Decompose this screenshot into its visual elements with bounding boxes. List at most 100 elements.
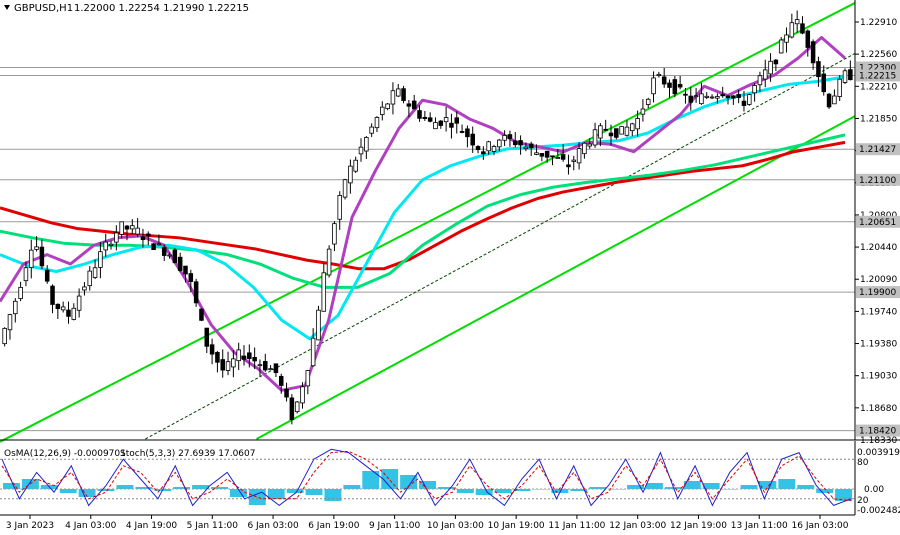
candle-body: [592, 129, 598, 146]
osma-bar: [778, 479, 796, 489]
candle-body: [523, 146, 529, 150]
candle-body: [757, 75, 763, 86]
time-tick-label: 6 Jan 19:00: [308, 521, 360, 531]
candle-body: [720, 94, 725, 97]
candle-body: [263, 361, 268, 371]
osma-bar: [797, 485, 815, 489]
price-tick-label: 1.20090: [860, 275, 897, 285]
time-tick-label: 10 Jan 19:00: [488, 521, 545, 531]
candle-body: [34, 246, 39, 250]
candle-body: [300, 386, 305, 404]
stoch-signal-line: [1, 450, 852, 502]
candle-body: [114, 232, 119, 243]
osma-bar: [645, 483, 663, 489]
price-tick-label: 1.19740: [860, 307, 897, 317]
candle-body: [225, 361, 231, 371]
candle-body: [768, 60, 773, 75]
level-tag-bg: [856, 173, 900, 186]
osma-bar: [721, 489, 739, 490]
moving-average-line: [0, 75, 846, 341]
candle-body: [481, 151, 486, 155]
osma-bar: [324, 489, 342, 501]
time-tick-label: 9 Jan 11:00: [369, 521, 421, 531]
level-tag-label: 1.20651: [859, 218, 896, 228]
candle-body: [119, 221, 124, 235]
time-tick-label: 13 Jan 11:00: [731, 521, 788, 531]
candle-body: [762, 69, 768, 80]
candle-body: [699, 93, 704, 105]
candle-body: [411, 100, 417, 110]
candle-body: [380, 106, 385, 115]
candle-body: [39, 246, 45, 267]
candle-body: [832, 95, 837, 105]
trend-channel[interactable]: [0, 2, 856, 443]
price-tick-label: 1.22560: [860, 50, 897, 60]
candle-body: [560, 154, 566, 160]
candle-body: [140, 236, 146, 241]
candle-body: [778, 39, 784, 54]
candle-body: [837, 78, 842, 97]
candle-body: [465, 128, 470, 138]
osma-min-label: -0.002482: [857, 506, 900, 516]
candle-body: [800, 23, 805, 34]
candle-body: [151, 243, 156, 251]
candlesticks[interactable]: [2, 10, 853, 425]
candle-body: [667, 82, 672, 88]
price-tick-label: 1.20440: [860, 243, 897, 253]
candle-body: [486, 141, 491, 152]
candle-body: [55, 303, 61, 310]
candle-body: [741, 100, 747, 106]
candle-body: [491, 146, 497, 152]
candle-body: [550, 155, 555, 158]
candle-body: [656, 74, 662, 76]
osma-bar: [78, 489, 96, 497]
time-tick-label: 12 Jan 19:00: [670, 521, 727, 531]
candle-body: [401, 88, 406, 101]
candle-body: [528, 143, 534, 149]
candle-body: [672, 79, 678, 95]
indicator-pane: [0, 441, 856, 515]
candle-body: [810, 41, 816, 64]
level-tag-label: 1.21100: [859, 176, 896, 186]
candle-body: [571, 159, 577, 162]
osma-bar: [400, 475, 418, 489]
candle-body: [18, 286, 23, 299]
candle-body: [358, 146, 364, 155]
candle-body: [209, 344, 215, 355]
candle-body: [683, 93, 688, 96]
candle-body: [608, 132, 614, 137]
candle-body: [124, 225, 130, 230]
level-tag-bg: [856, 69, 900, 82]
candle-body: [326, 248, 332, 276]
candle-body: [438, 120, 444, 126]
candle-body: [497, 139, 502, 148]
time-tick-label: 3 Jan 2023: [6, 521, 54, 531]
candle-body: [337, 195, 343, 220]
candle-body: [231, 358, 236, 368]
osma-bar: [211, 487, 228, 489]
candle-body: [555, 157, 561, 159]
candle-body: [342, 179, 348, 198]
candle-body: [848, 69, 853, 81]
candle-body: [725, 95, 731, 99]
time-tick-label: 4 Jan 03:00: [65, 521, 117, 531]
candle-body: [364, 137, 369, 152]
osma-bar: [740, 485, 758, 489]
candle-body: [454, 117, 460, 124]
candle-body: [475, 146, 481, 151]
candle-body: [92, 267, 98, 278]
candle-body: [348, 165, 353, 184]
collapse-arrow-icon[interactable]: [4, 5, 10, 10]
candle-body: [177, 256, 183, 271]
candle-body: [241, 355, 247, 360]
osma-bar: [627, 485, 644, 489]
candle-body: [13, 300, 18, 315]
price-tick-label: 1.21850: [860, 114, 897, 124]
osma-bar: [305, 489, 323, 495]
candle-body: [294, 401, 300, 413]
time-tick-label: 6 Jan 03:00: [247, 521, 299, 531]
osma-bar: [419, 481, 436, 489]
osma-bar: [97, 489, 115, 491]
candle-body: [390, 90, 396, 105]
